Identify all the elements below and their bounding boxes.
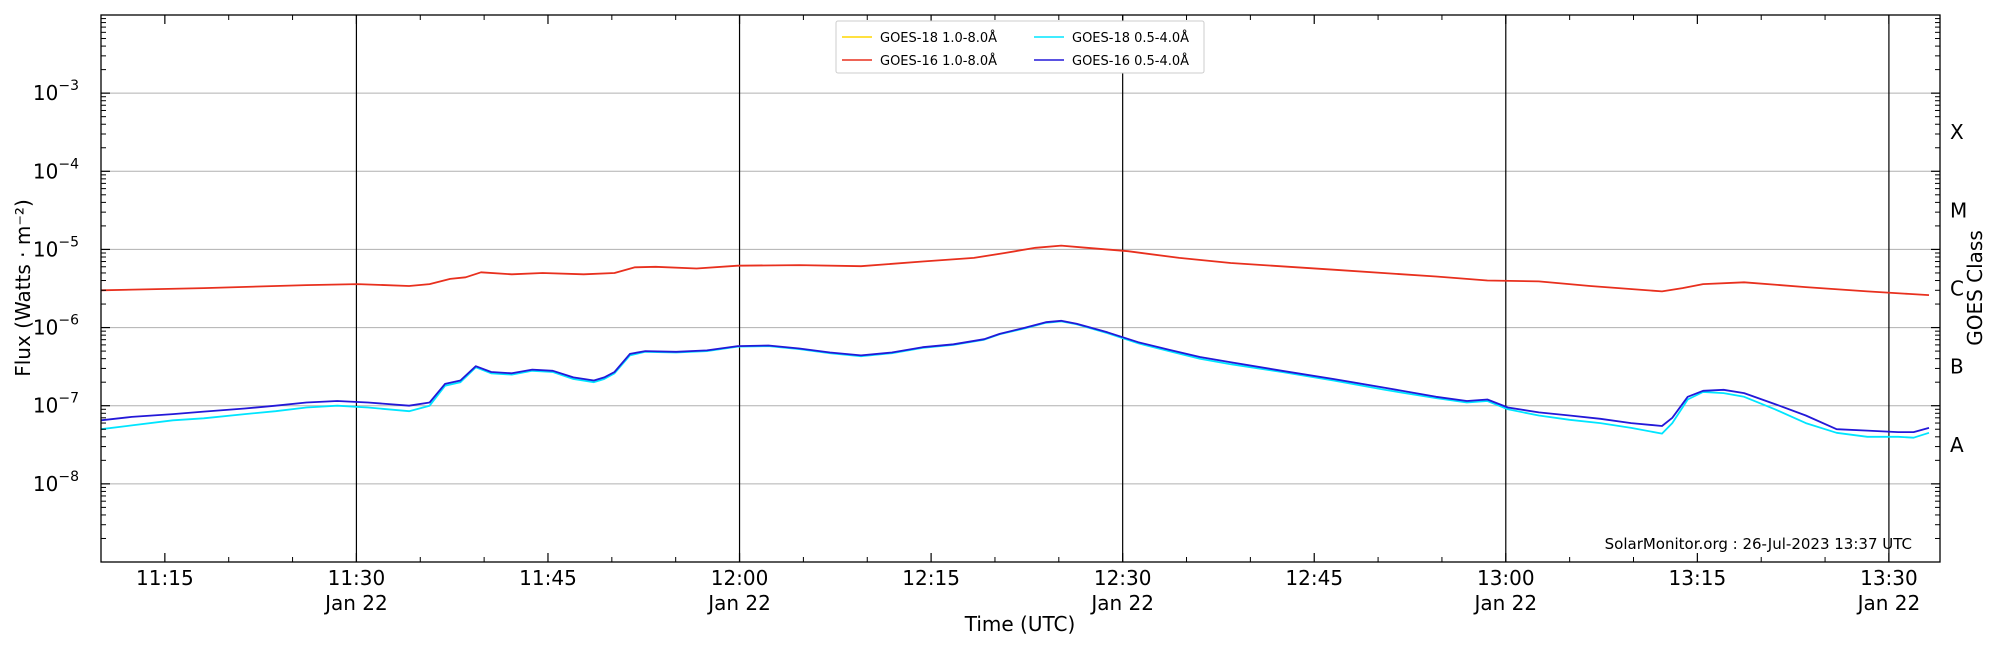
y2-axis-title: GOES Class xyxy=(1963,230,1987,346)
series-layer xyxy=(101,244,1930,439)
x-axis-title: Time (UTC) xyxy=(964,612,1076,636)
y-tick-label: 10−5 xyxy=(33,234,79,261)
x-tick-label: 12:15 xyxy=(902,566,960,590)
legend-label-goes18-long: GOES-18 1.0-8.0Å xyxy=(880,30,997,46)
series-line-2 xyxy=(101,244,1930,296)
y-tick-label: 10−7 xyxy=(33,391,79,418)
x-tick-label: 12:45 xyxy=(1285,566,1343,590)
ticks-layer xyxy=(100,15,1940,562)
x-tick-label: 12:30 xyxy=(1094,566,1152,590)
x-tick-label: 13:15 xyxy=(1669,566,1727,590)
x-tick-label: 11:15 xyxy=(136,566,194,590)
legend-label-goes16-short: GOES-16 0.5-4.0Å xyxy=(1072,53,1189,69)
x-tick-label: 11:30 xyxy=(328,566,386,590)
series-line-1 xyxy=(101,320,1930,439)
legend-box xyxy=(835,20,1205,74)
goes-class-label: A xyxy=(1950,433,1964,457)
goes-class-label: X xyxy=(1950,120,1964,144)
goes-class-label: B xyxy=(1950,355,1964,379)
y-tick-label: 10−3 xyxy=(33,78,79,105)
x-tick-sublabel: Jan 22 xyxy=(1856,591,1921,615)
y-tick-label: 10−8 xyxy=(33,469,79,496)
x-tick-label: 13:00 xyxy=(1477,566,1535,590)
goes-class-label: M xyxy=(1950,198,1967,222)
x-tick-label: 12:00 xyxy=(711,566,769,590)
x-tick-label: 11:45 xyxy=(519,566,577,590)
plot-frame xyxy=(100,14,1941,563)
legend-label-goes16-long: GOES-16 1.0-8.0Å xyxy=(880,53,997,69)
y-tick-label: 10−4 xyxy=(33,156,79,183)
legend: GOES-18 1.0-8.0Å GOES-16 1.0-8.0Å GOES-1… xyxy=(835,20,1205,74)
x-tick-sublabel: Jan 22 xyxy=(1472,591,1537,615)
y-tick-label: 10−6 xyxy=(33,313,79,340)
grid-layer xyxy=(101,15,1940,562)
x-tick-label: 13:30 xyxy=(1860,566,1918,590)
x-tick-sublabel: Jan 22 xyxy=(706,591,771,615)
y-axis-title: Flux (Watts · m⁻²) xyxy=(11,199,35,377)
x-tick-sublabel: Jan 22 xyxy=(323,591,388,615)
watermark-annotation: SolarMonitor.org : 26-Jul-2023 13:37 UTC xyxy=(1605,535,1912,553)
series-line-3 xyxy=(101,319,1930,433)
x-tick-sublabel: Jan 22 xyxy=(1089,591,1154,615)
goes-class-label: C xyxy=(1950,277,1964,301)
legend-label-goes18-short: GOES-18 0.5-4.0Å xyxy=(1072,30,1189,46)
